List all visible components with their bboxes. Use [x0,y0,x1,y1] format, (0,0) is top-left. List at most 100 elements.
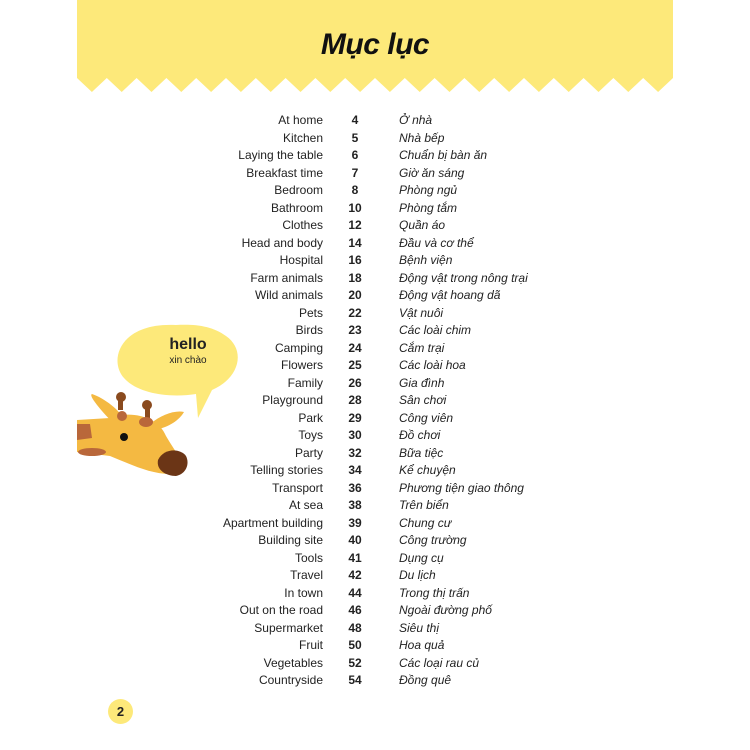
toc-page-number: 40 [348,533,362,547]
toc-page-number: 26 [348,375,362,390]
toc-vietnamese-title: Quần áo [399,218,446,232]
toc-english-title: Supermarket [254,620,323,635]
toc-row: Park 29 Công viên [0,410,750,428]
toc-english-title: At sea [288,498,323,512]
toc-vietnamese-title: Đầu và cơ thể [399,235,474,250]
giraffe-head [77,414,180,474]
toc-vietnamese-title: Phòng ngủ [399,183,458,197]
toc-english-title: Countryside [258,673,323,687]
toc-row: Building site 40 Công trường [0,532,750,550]
page-number: 2 [108,699,133,724]
toc-english-title: Flowers [280,358,323,372]
toc-vietnamese-title: Hoa quả [399,638,445,652]
toc-row: Supermarket 48 Siêu thị [0,620,750,638]
toc-english-title: Building site [258,533,323,547]
toc-vietnamese-title: Đồ chơi [399,428,441,442]
toc-row: Playground 28 Sân chơi [0,392,750,410]
toc-vietnamese-title: Phương tiện giao thông [399,480,524,495]
toc-row: Travel 42 Du lịch [0,567,750,585]
giraffe-eye [120,433,128,441]
toc-english-title: Out on the road [239,603,323,617]
toc-vietnamese-title: Các loài chim [399,323,472,337]
toc-page-number: 36 [348,480,362,495]
toc-english-title: Playground [262,393,323,407]
toc-page-number: 28 [348,393,362,407]
toc-english-title: Park [298,410,323,425]
toc-row: Breakfast time 7 Giờ ăn sáng [0,165,750,183]
toc-row: Birds 23 Các loài chim [0,322,750,340]
toc-page-number: 39 [348,515,362,530]
toc-row: Bedroom 8 Phòng ngủ [0,182,750,200]
toc-page-number: 12 [348,218,362,232]
toc-row: Family 26 Gia đình [0,375,750,393]
toc-row: Vegetables 52 Các loại rau củ [0,655,750,673]
toc-row: Transport 36 Phương tiện giao thông [0,480,750,498]
toc-vietnamese-title: Kể chuyện [399,463,456,477]
speech-bubble [117,324,238,418]
toc-vietnamese-title: Gia đình [399,375,445,390]
toc-row: Laying the table 6 Chuẩn bị bàn ăn [0,147,750,165]
toc-vietnamese-title: Chuẩn bị bàn ăn [399,148,488,162]
toc-row: Countryside 54 Đồng quê [0,672,750,690]
toc-page-number: 18 [348,270,362,285]
header-banner: Mục lục [77,0,673,92]
toc-vietnamese-title: Ở nhà [399,113,433,127]
toc-vietnamese-title: Các loại rau củ [399,655,480,670]
toc-vietnamese-title: Vật nuôi [399,305,444,320]
toc-row: Apartment building 39 Chung cư [0,515,750,533]
toc-english-title: Kitchen [282,130,323,145]
toc-row: Clothes 12 Quần áo [0,217,750,235]
page-title: Mục lục [320,28,430,61]
toc-row: Bathroom 10 Phòng tắm [0,200,750,218]
bubble-translation: xin chào [169,355,207,366]
toc-row: Tools 41 Dụng cụ [0,550,750,568]
toc-page-number: 50 [348,638,362,652]
toc-page-number: 14 [348,235,362,250]
toc-page-number: 8 [351,183,359,197]
toc-english-title: Hospital [279,253,323,267]
zigzag-banner-shape [77,0,673,92]
toc-english-title: Birds [295,323,323,337]
toc-row: At home 4 Ở nhà [0,112,750,130]
toc-page-number: 38 [348,498,362,512]
toc-row: Wild animals 20 Động vật hoang dã [0,287,750,305]
toc-english-title: Bedroom [274,183,323,197]
toc-page-number: 30 [348,428,362,442]
toc-vietnamese-title: Siêu thị [399,620,440,635]
toc-page-number: 16 [348,253,362,267]
toc-row: Pets 22 Vật nuôi [0,305,750,323]
toc-page-number: 54 [348,673,362,687]
toc-english-title: Toys [298,428,323,442]
toc-english-title: Transport [272,480,323,495]
toc-english-title: In town [284,585,323,600]
toc-vietnamese-title: Công trường [399,533,467,547]
toc-vietnamese-title: Nhà bếp [399,130,445,145]
toc-row: At sea 38 Trên biển [0,497,750,515]
toc-page-number: 52 [348,655,362,670]
toc-row: Flowers 25 Các loài hoa [0,357,750,375]
toc-vietnamese-title: Du lịch [399,568,436,582]
toc-row: Telling stories 34 Kể chuyện [0,462,750,480]
toc-vietnamese-title: Động vật hoang dã [399,288,501,302]
toc-english-title: Laying the table [238,148,323,162]
toc-row: Hospital 16 Bệnh viện [0,252,750,270]
toc-vietnamese-title: Bệnh viện [399,253,453,267]
toc-english-title: Fruit [299,638,323,652]
toc-english-title: Pets [298,305,323,320]
toc-page-number: 6 [351,148,359,162]
toc-row: Kitchen 5 Nhà bếp [0,130,750,148]
toc-vietnamese-title: Trên biển [399,498,449,512]
toc-page-number: 32 [348,445,362,460]
toc-english-title: Family [287,375,323,390]
toc-vietnamese-title: Cắm trại [399,340,445,355]
table-of-contents: At home 4 Ở nhà Kitchen 5 Nhà bếp Laying the t… [0,112,750,690]
toc-english-title: Party [294,445,323,460]
toc-page-number: 25 [348,358,362,372]
toc-vietnamese-title: Chung cư [399,515,452,530]
toc-vietnamese-title: Phòng tắm [399,200,458,215]
toc-english-title: Wild animals [254,288,323,302]
toc-vietnamese-title: Sân chơi [399,393,447,407]
toc-row: Out on the road 46 Ngoài đường phố [0,602,750,620]
toc-page-number: 7 [351,165,359,180]
toc-row: Party 32 Bữa tiệc [0,445,750,463]
